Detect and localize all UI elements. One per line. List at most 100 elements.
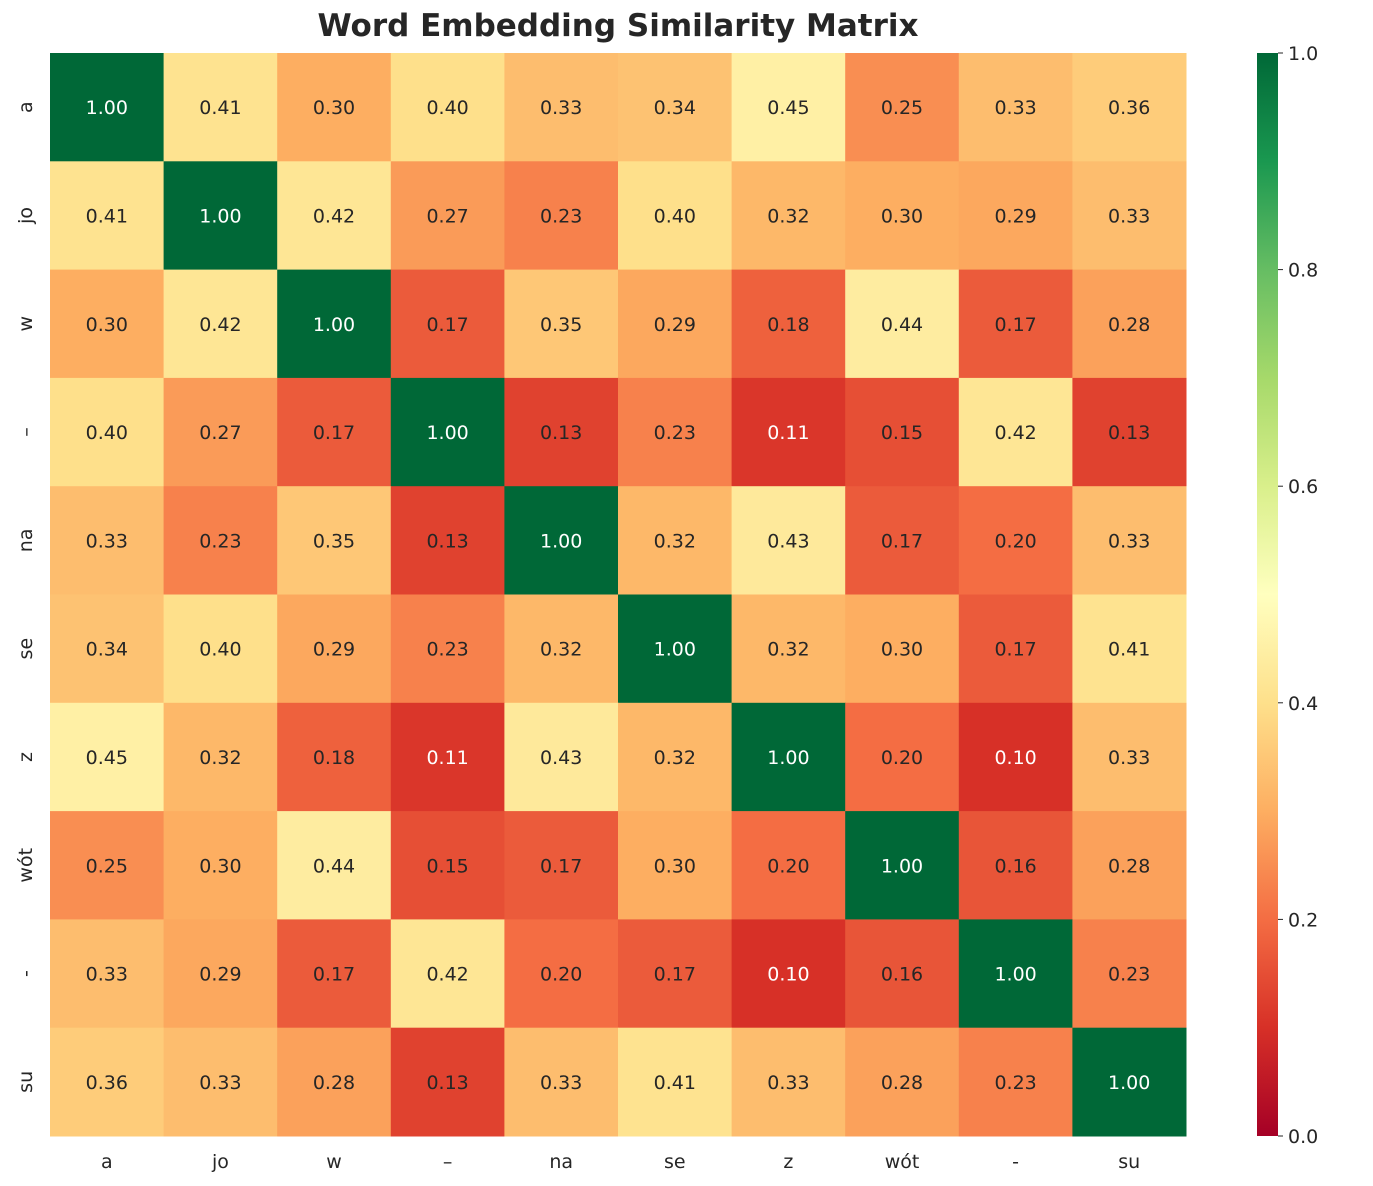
cell-annotation: 0.23 [540,205,582,227]
heatmap-cell [504,269,619,379]
heatmap-cell [277,53,392,162]
heatmap-cell [1072,269,1187,379]
cell-annotation: 0.28 [313,1072,355,1094]
cell-annotation: 0.40 [426,97,468,119]
heatmap-cell [958,919,1073,1029]
heatmap-cell [277,486,392,595]
heatmap-cell [731,53,846,162]
cell-annotation: 1.00 [199,205,241,227]
cell-annotation: 0.11 [426,747,468,769]
cell-annotation: 0.36 [86,1072,128,1094]
colorbar-tick-label: 0.4 [1288,693,1318,715]
cell-annotation: 0.29 [199,964,241,986]
cell-annotation: 0.42 [994,422,1036,444]
x-tick-label: z [783,1151,793,1173]
y-tick-label: se [15,638,37,660]
heatmap-cell [50,486,165,595]
heatmap-cell [731,811,846,920]
heatmap-cell [390,919,505,1029]
heatmap-cell [958,377,1073,487]
cell-annotation: 1.00 [313,314,355,336]
cell-annotation: 0.13 [426,530,468,552]
heatmap-cell [1072,377,1187,487]
heatmap-cell [958,594,1073,704]
heatmap-cell [50,269,165,379]
cell-annotation: 0.41 [199,97,241,119]
cell-annotation: 0.33 [767,1072,809,1094]
y-tick-label: w [15,316,37,332]
heatmap-cell [50,919,165,1029]
cell-annotation: 0.13 [426,1072,468,1094]
heatmap-cell [277,1027,392,1137]
heatmap-cell [958,53,1073,162]
cell-annotation: 0.17 [313,422,355,444]
cell-annotation: 0.23 [426,639,468,661]
cell-annotation: 1.00 [1108,1072,1150,1094]
cell-annotation: 0.20 [881,747,923,769]
heatmap-cell [731,702,846,812]
cell-annotation: 0.45 [767,97,809,119]
cell-annotation: 0.44 [313,855,355,877]
cell-annotation: 0.30 [199,855,241,877]
cell-annotation: 0.33 [86,530,128,552]
heatmap-cell [1072,161,1187,271]
colorbar-tick-label: 1.0 [1288,43,1318,65]
cell-annotation: 0.16 [881,964,923,986]
cell-annotation: 0.42 [313,205,355,227]
heatmap-cell [390,377,505,487]
heatmap-cell [50,702,165,812]
heatmap-cell [277,594,392,704]
colorbar-tick-label: 0.8 [1288,260,1318,282]
heatmap-cell [277,811,392,920]
cell-annotation: 0.33 [1108,530,1150,552]
heatmap-cell [845,1027,960,1137]
cell-annotation: 0.35 [540,314,582,336]
heatmap-cell [1072,486,1187,595]
cell-annotation: 0.23 [994,1072,1036,1094]
cell-annotation: 0.15 [881,422,923,444]
heatmap-cell [504,486,619,595]
heatmap-cell [390,811,505,920]
cell-annotation: 0.40 [654,205,696,227]
cell-annotation: 0.29 [313,639,355,661]
heatmap-cell [163,1027,278,1137]
heatmap-cell [731,161,846,271]
heatmap-cell [958,161,1073,271]
heatmap-cell [504,811,619,920]
cell-annotation: 0.13 [540,422,582,444]
heatmap-cell [390,486,505,595]
cell-annotation: 0.44 [881,314,923,336]
heatmap-cell [1072,702,1187,812]
cell-annotation: 0.17 [881,530,923,552]
cell-annotation: 1.00 [881,855,923,877]
cell-annotation: 0.18 [313,747,355,769]
heatmap-cell [390,161,505,271]
heatmap-cell [845,486,960,595]
cell-annotation: 0.35 [313,530,355,552]
heatmap-cell [163,594,278,704]
x-tick-label: – [443,1151,453,1173]
cell-annotation: 0.33 [1108,747,1150,769]
heatmap-cell [618,594,733,704]
cell-annotation: 0.42 [199,314,241,336]
heatmap-cell [277,161,392,271]
cell-annotation: 0.43 [540,747,582,769]
heatmap-cell [1072,594,1187,704]
colorbar-tick-label: 0.0 [1288,1126,1318,1148]
cell-annotation: 0.28 [1108,855,1150,877]
heatmap-cell [50,53,165,162]
heatmap-cell [504,919,619,1029]
heatmap-cell [731,594,846,704]
cell-annotation: 0.30 [881,639,923,661]
heatmap-cell [1072,919,1187,1029]
cell-annotation: 0.27 [199,422,241,444]
cell-annotation: 0.15 [426,855,468,877]
heatmap-cell [845,53,960,162]
heatmap-cell [390,594,505,704]
cell-annotation: 0.18 [767,314,809,336]
heatmap-cell [50,377,165,487]
heatmap-cell [504,594,619,704]
cell-annotation: 0.10 [994,747,1036,769]
cell-annotation: 0.36 [1108,97,1150,119]
heatmap-cell [163,269,278,379]
